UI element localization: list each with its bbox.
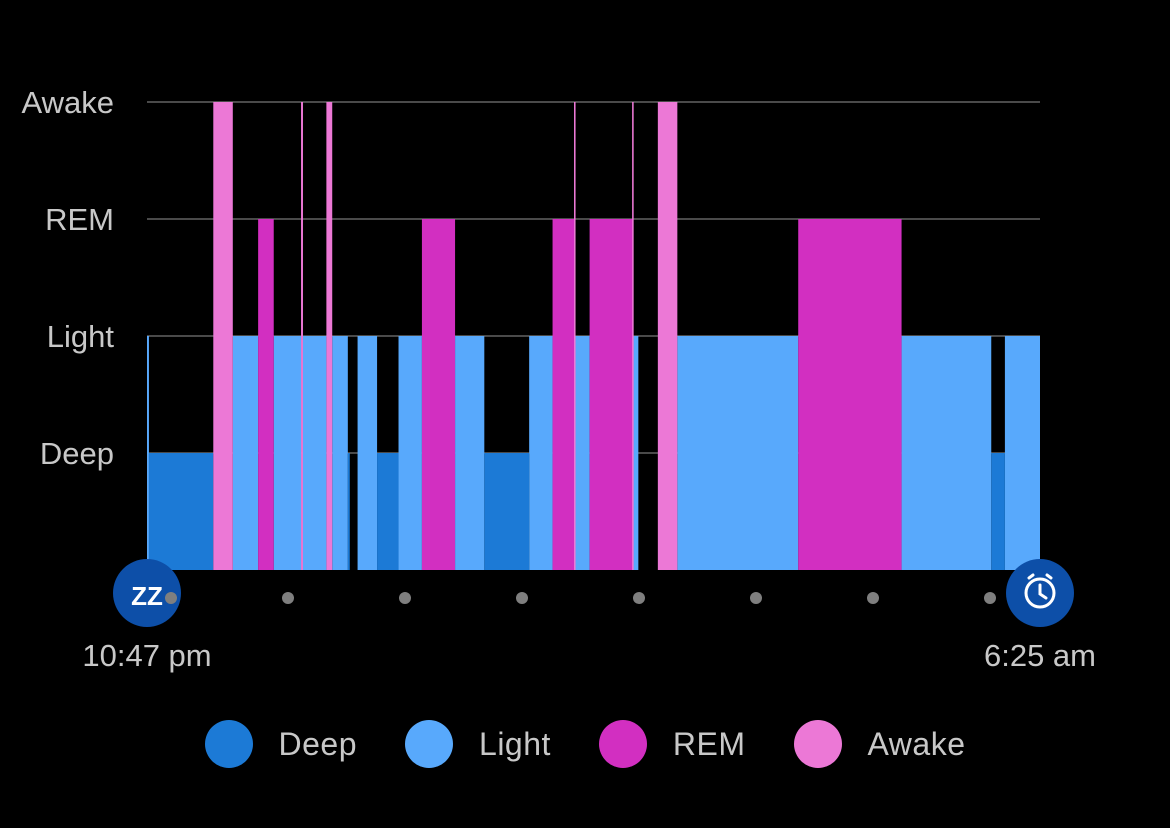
bar-awake-3 (326, 102, 333, 570)
stage-bars (147, 102, 1040, 570)
bar-light-3 (273, 336, 302, 570)
sleep-stages-chart: Deep Light REM Awake ZZ 10:47 pm 6:25 am (22, 85, 1097, 673)
y-label-deep: Deep (40, 436, 114, 471)
start-badge-circle (113, 559, 181, 627)
time-tick-2 (282, 592, 294, 604)
bar-deep-3 (377, 453, 399, 570)
legend-swatch-awake (793, 720, 842, 768)
bar-light-8 (455, 336, 485, 570)
bar-awake-1 (213, 102, 233, 570)
bar-deep-1 (148, 453, 214, 570)
bar-light-6 (357, 336, 378, 570)
legend-label: REM (672, 725, 746, 762)
bar-light-9 (529, 336, 553, 570)
time-tick-1-overlay (165, 592, 177, 604)
bar-light-1 (147, 336, 149, 570)
time-tick-3 (399, 592, 411, 604)
legend-label: Deep (278, 725, 358, 762)
time-tick-5 (633, 592, 645, 604)
legend-swatch-light (405, 720, 454, 768)
legend-item-deep: Deep (204, 720, 358, 768)
time-tick-8 (984, 592, 996, 604)
start-time-label: 10:47 pm (82, 638, 211, 673)
bar-light-2 (232, 336, 259, 570)
bar-light-13 (901, 336, 992, 570)
bar-light-5 (332, 336, 348, 570)
legend-item-light: Light (405, 720, 551, 768)
bar-light-4 (302, 336, 327, 570)
time-ticks (165, 592, 996, 604)
chart-legend: Deep Light REM Awake (0, 716, 1170, 772)
bar-light-11 (632, 336, 639, 570)
y-axis-labels: Deep Light REM Awake (22, 85, 115, 471)
legend-item-awake: Awake (793, 720, 966, 768)
bar-awake-4 (574, 102, 576, 570)
bar-awake-2 (301, 102, 303, 570)
bar-rem-1 (258, 219, 274, 570)
time-tick-7 (867, 592, 879, 604)
legend-item-rem: REM (598, 720, 746, 768)
bar-awake-6 (657, 102, 678, 570)
legend-label: Awake (867, 725, 966, 762)
legend-swatch-deep (204, 720, 253, 768)
time-tick-6 (750, 592, 762, 604)
start-badge[interactable]: ZZ (113, 559, 181, 627)
y-label-rem: REM (45, 202, 114, 237)
alarm-clock-icon (1024, 573, 1056, 609)
bar-rem-2 (421, 219, 456, 570)
bar-light-7 (398, 336, 422, 570)
bar-awake-5 (632, 102, 634, 570)
time-tick-4 (516, 592, 528, 604)
bar-deep-4 (484, 453, 530, 570)
end-time-label: 6:25 am (984, 638, 1096, 673)
sleep-zz-icon: ZZ (131, 581, 163, 611)
bar-rem-3 (552, 219, 575, 570)
bar-deep-2 (347, 453, 350, 570)
y-label-light: Light (47, 319, 115, 354)
bar-rem-4 (589, 219, 633, 570)
bar-deep-5 (991, 453, 1005, 570)
y-label-awake: Awake (22, 85, 115, 120)
bar-light-14 (1004, 336, 1040, 570)
bar-rem-5 (798, 219, 902, 570)
end-badge[interactable] (1006, 559, 1074, 627)
bar-light-12 (677, 336, 799, 570)
bar-light-10 (574, 336, 590, 570)
legend-swatch-rem (598, 720, 647, 768)
legend-label: Light (479, 725, 551, 762)
